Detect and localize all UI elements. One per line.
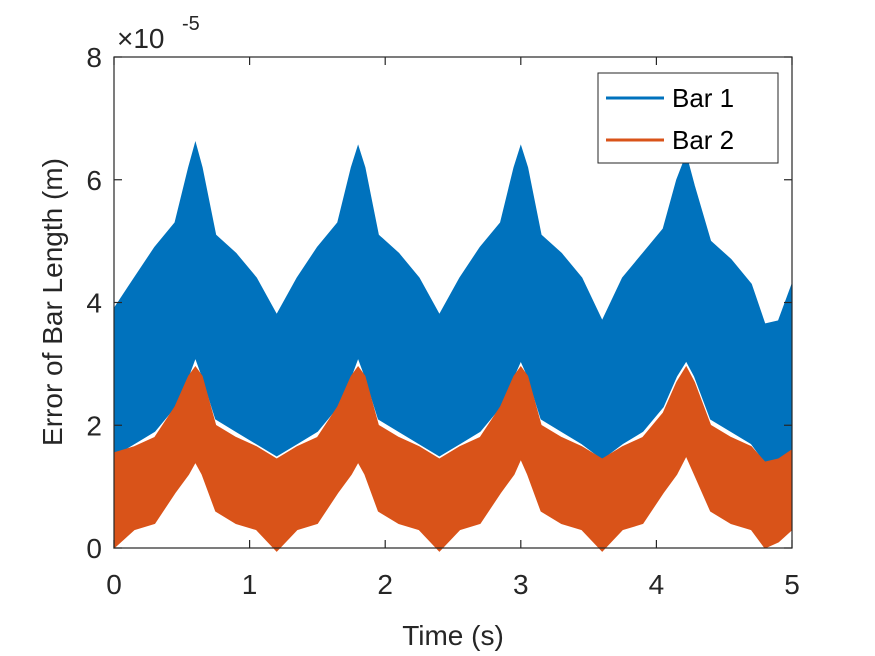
legend-box (597, 72, 779, 164)
x-axis-title: Time (s) (402, 620, 504, 651)
x-tick-label: 5 (784, 569, 800, 600)
x-tick-label: 1 (242, 569, 258, 600)
y-tick-label: 6 (86, 165, 102, 196)
y-tick-label: 0 (86, 533, 102, 564)
y-axis-title: Error of Bar Length (m) (37, 158, 68, 446)
y-tick-label: 2 (86, 410, 102, 441)
plot-area (113, 141, 793, 552)
legend: Bar 1 Bar 2 (597, 72, 779, 164)
legend-label-bar-2: Bar 2 (672, 125, 734, 155)
y-exponent-label: ×10 -5 (117, 13, 200, 54)
y-tick-label: 8 (86, 42, 102, 73)
x-tick-label: 0 (106, 569, 122, 600)
y-exponent-base: ×10 (117, 23, 165, 54)
x-tick-label: 4 (649, 569, 665, 600)
x-tick-label: 3 (513, 569, 529, 600)
y-tick-label: 4 (86, 288, 102, 319)
y-exponent-power: -5 (182, 13, 200, 35)
x-tick-label: 2 (377, 569, 393, 600)
legend-label-bar-1: Bar 1 (672, 83, 734, 113)
ticks: 0 1 2 3 4 5 0 2 4 6 8 (86, 42, 799, 600)
